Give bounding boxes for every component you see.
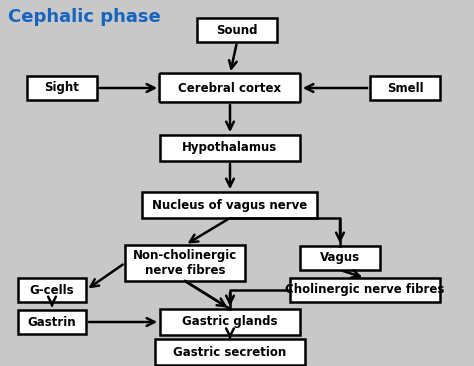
FancyBboxPatch shape	[125, 245, 245, 281]
FancyBboxPatch shape	[160, 309, 300, 335]
FancyBboxPatch shape	[143, 192, 318, 218]
Text: Nucleus of vagus nerve: Nucleus of vagus nerve	[152, 198, 308, 212]
FancyBboxPatch shape	[290, 278, 440, 302]
FancyBboxPatch shape	[160, 74, 301, 102]
Text: Non-cholinergic
nerve fibres: Non-cholinergic nerve fibres	[133, 249, 237, 277]
Text: Gastric glands: Gastric glands	[182, 315, 278, 329]
Text: Gastrin: Gastrin	[27, 315, 76, 329]
FancyBboxPatch shape	[370, 76, 440, 100]
FancyBboxPatch shape	[18, 278, 86, 302]
FancyBboxPatch shape	[155, 339, 305, 365]
FancyBboxPatch shape	[300, 246, 380, 270]
Text: G-cells: G-cells	[30, 284, 74, 296]
FancyBboxPatch shape	[197, 18, 277, 42]
FancyBboxPatch shape	[27, 76, 97, 100]
Text: Cerebral cortex: Cerebral cortex	[178, 82, 282, 94]
FancyBboxPatch shape	[18, 310, 86, 334]
Text: Gastric secretion: Gastric secretion	[173, 346, 287, 359]
Text: Cephalic phase: Cephalic phase	[8, 8, 161, 26]
FancyBboxPatch shape	[160, 135, 300, 161]
Text: Sight: Sight	[45, 82, 80, 94]
Text: Cholinergic nerve fibres: Cholinergic nerve fibres	[285, 284, 445, 296]
Text: Sound: Sound	[216, 23, 258, 37]
Text: Vagus: Vagus	[320, 251, 360, 265]
Text: Hypothalamus: Hypothalamus	[182, 142, 278, 154]
Text: Smell: Smell	[387, 82, 423, 94]
